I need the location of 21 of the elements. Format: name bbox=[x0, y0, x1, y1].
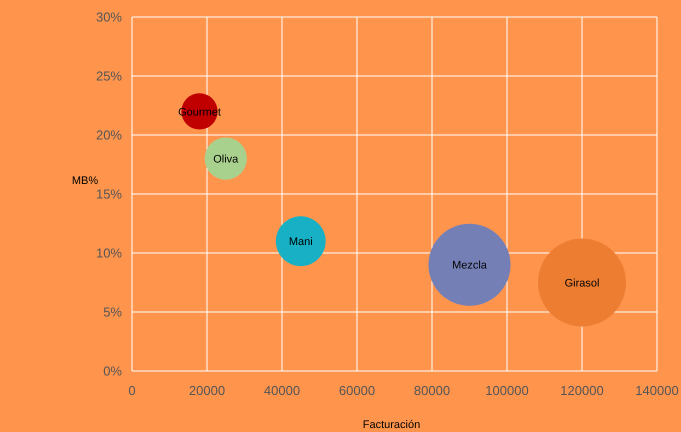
series-label: Mezcla bbox=[452, 260, 488, 272]
y-tick-label: 10% bbox=[96, 246, 122, 261]
y-tick-label: 0% bbox=[103, 364, 122, 379]
y-tick-label: 15% bbox=[96, 186, 122, 202]
x-tick-label: 100000 bbox=[485, 383, 529, 398]
series-label: Oliva bbox=[213, 153, 240, 166]
y-tick-label: 30% bbox=[96, 10, 122, 25]
x-axis-title: Facturación bbox=[362, 419, 420, 431]
y-tick-label: 5% bbox=[103, 304, 122, 320]
x-tick-label: 40000 bbox=[264, 383, 300, 398]
x-tick-label: 60000 bbox=[338, 383, 376, 398]
x-tick-label: 20000 bbox=[188, 383, 226, 398]
y-tick-label: 20% bbox=[96, 128, 122, 143]
x-tick-label: 140000 bbox=[635, 383, 679, 398]
x-tick-label: 80000 bbox=[414, 383, 450, 398]
y-axis-title: MB% bbox=[72, 175, 98, 187]
x-tick-label: 120000 bbox=[560, 383, 604, 398]
series-label: Girasol bbox=[564, 277, 600, 290]
series-label: Mani bbox=[288, 236, 313, 248]
y-tick-label: 25% bbox=[96, 68, 122, 84]
x-tick-label: 0 bbox=[128, 383, 136, 398]
